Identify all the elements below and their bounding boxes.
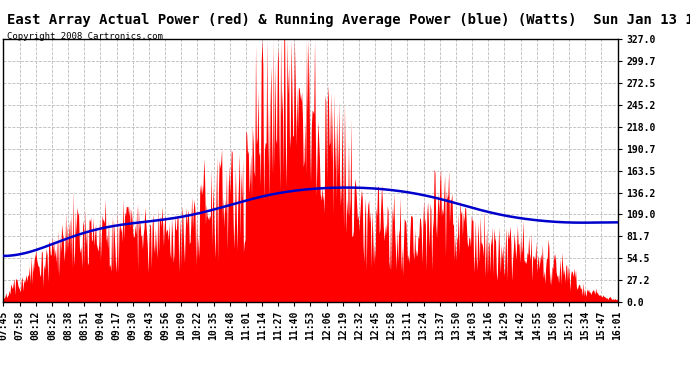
Text: East Array Actual Power (red) & Running Average Power (blue) (Watts)  Sun Jan 13: East Array Actual Power (red) & Running …: [7, 13, 690, 27]
Text: Copyright 2008 Cartronics.com: Copyright 2008 Cartronics.com: [7, 32, 163, 41]
